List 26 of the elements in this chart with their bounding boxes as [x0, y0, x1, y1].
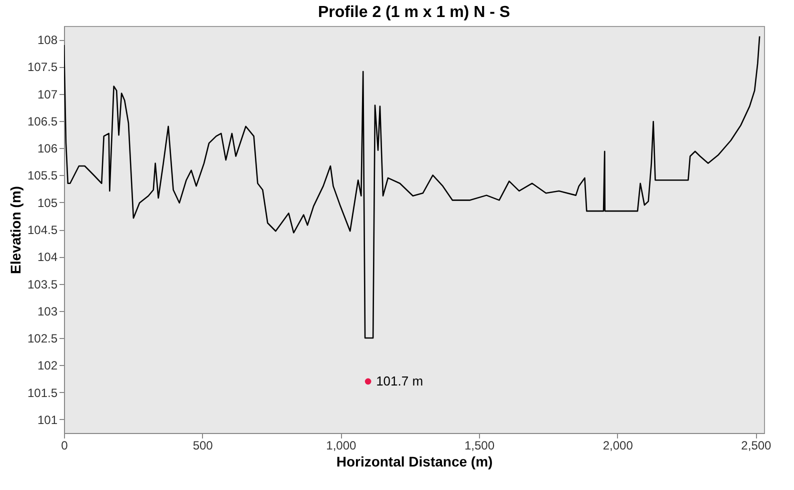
annotation: 101.7 m	[376, 373, 424, 388]
y-tick-label: 104.5	[27, 223, 58, 237]
y-axis-title: Elevation (m)	[7, 186, 24, 274]
y-tick-label: 104	[37, 250, 58, 264]
x-tick-label: 500	[192, 438, 214, 452]
x-tick-label: 1,500	[464, 438, 495, 452]
y-tick-label: 106.5	[27, 114, 58, 128]
y-tick-label: 103	[37, 304, 58, 318]
y-tick-label: 107.5	[27, 60, 58, 74]
x-tick-label: 0	[61, 438, 68, 452]
x-axis-title: Horizontal Distance (m)	[336, 454, 493, 470]
y-tick-label: 108	[37, 33, 58, 48]
chart-title: Profile 2 (1 m x 1 m) N - S	[318, 4, 510, 21]
line-series	[64, 36, 760, 339]
x-tick-label: 2,500	[741, 438, 772, 452]
y-tick-label: 107	[37, 87, 58, 102]
y-tick-label: 101	[37, 412, 58, 427]
y-tick-label: 101.5	[27, 386, 58, 400]
x-tick-label: 1,000	[326, 438, 357, 452]
y-tick-label: 103.5	[27, 277, 58, 292]
y-tick-label: 105	[37, 196, 58, 210]
y-tick-label: 106	[37, 142, 58, 156]
y-tick-label: 105.5	[27, 168, 58, 183]
y-tick-label: 102	[37, 358, 58, 373]
x-tick-label: 2,000	[602, 438, 634, 452]
y-tick-label: 102.5	[27, 332, 58, 346]
